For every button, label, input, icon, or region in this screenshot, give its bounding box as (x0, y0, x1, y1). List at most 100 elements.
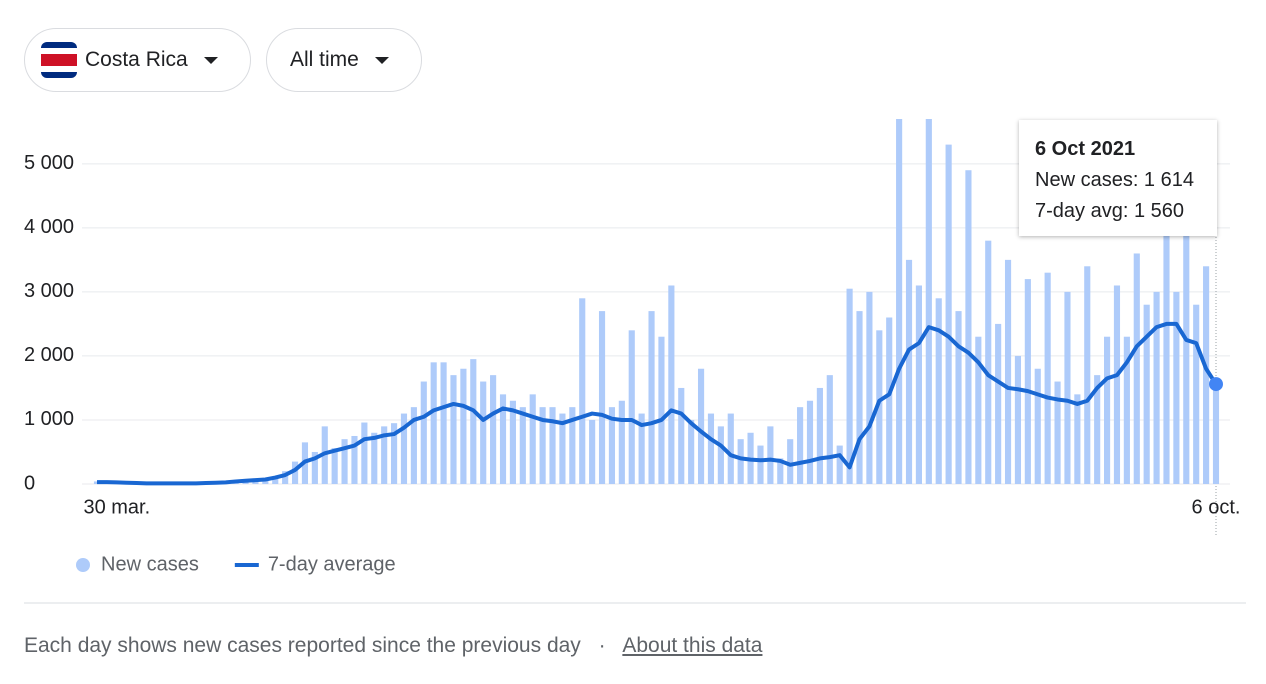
footer-note: Each day shows new cases reported since … (24, 634, 581, 657)
bar (519, 407, 526, 484)
average-line (97, 321, 1218, 486)
country-picker[interactable]: Costa Rica (24, 28, 251, 92)
bar (291, 461, 299, 484)
bar (965, 170, 972, 484)
legend-label: 7-day average (268, 553, 396, 575)
bar (272, 476, 279, 484)
bar (549, 407, 556, 484)
bar (787, 439, 794, 484)
bar (381, 426, 388, 484)
bar (866, 291, 873, 484)
y-tick-label: 5 000 (24, 152, 74, 174)
bar (678, 387, 685, 484)
bar (1064, 291, 1071, 484)
bar (1024, 279, 1031, 484)
bar (450, 375, 457, 484)
tooltip: 6 Oct 2021 New cases: 1 614 7-day avg: 1… (1019, 120, 1217, 236)
bar (836, 445, 843, 484)
bar (925, 119, 932, 484)
bar (282, 471, 289, 484)
bar (1203, 266, 1210, 484)
tooltip-line: New cases: 1 614 (1035, 169, 1194, 191)
bar (945, 144, 952, 485)
bar (400, 413, 408, 484)
bar (985, 240, 992, 484)
bar (797, 407, 804, 484)
bar (460, 368, 467, 484)
bar (1014, 355, 1022, 484)
bar (391, 423, 398, 484)
bar (1183, 202, 1190, 485)
bar (975, 336, 982, 484)
bar (1143, 304, 1150, 484)
bar (1123, 336, 1130, 484)
bar (757, 445, 764, 484)
footer: Each day shows new cases reported since … (24, 634, 762, 658)
bar (559, 413, 566, 484)
bar (1133, 253, 1140, 484)
bar (1212, 380, 1220, 484)
bar (341, 439, 348, 484)
period-picker[interactable]: All time (266, 28, 422, 92)
legend-swatch (76, 558, 90, 572)
bar (816, 387, 823, 484)
bar (737, 439, 744, 484)
bar (717, 426, 724, 484)
bar (915, 285, 922, 484)
bar (490, 375, 497, 484)
bar (896, 119, 903, 484)
bar (806, 400, 814, 484)
bar (1104, 336, 1111, 484)
bar (668, 285, 675, 484)
bar (1054, 381, 1061, 484)
bar (480, 381, 487, 484)
about-link[interactable]: About this data (622, 634, 763, 657)
bar (648, 311, 655, 484)
bar (470, 359, 477, 484)
bar (331, 448, 338, 484)
bar (955, 311, 962, 484)
bar (1153, 291, 1160, 484)
y-tick-label: 4 000 (24, 216, 74, 238)
y-tick-label: 1 000 (24, 408, 74, 430)
bar (499, 394, 507, 484)
bar (1113, 285, 1121, 484)
bar (905, 259, 913, 484)
bar (876, 330, 883, 484)
bar (995, 323, 1002, 484)
bar (529, 394, 536, 484)
bar (727, 413, 734, 484)
bar (618, 400, 625, 484)
x-tick-label: 6 oct. (1192, 496, 1241, 518)
bar (539, 407, 546, 484)
bar (420, 381, 427, 484)
flag (41, 42, 77, 78)
bar (361, 422, 368, 484)
bar (856, 311, 863, 484)
bar (697, 368, 705, 484)
y-tick-label: 2 000 (24, 344, 74, 366)
bar (1004, 259, 1012, 484)
bar (1074, 394, 1081, 484)
bar (846, 288, 853, 484)
bar (1044, 272, 1051, 484)
bar (777, 458, 784, 484)
period-label: All time (290, 48, 359, 71)
bar (628, 330, 635, 484)
x-tick-label: 30 mar. (83, 496, 150, 518)
bar (569, 407, 576, 484)
hover-dot (1209, 377, 1223, 392)
tooltip-title: 6 Oct 2021 (1035, 138, 1136, 160)
separator: · (598, 634, 606, 657)
bar (935, 298, 942, 484)
bar (1163, 234, 1170, 484)
bar (589, 419, 596, 484)
bar (351, 435, 358, 484)
y-tick-label: 3 000 (24, 280, 74, 302)
bar (311, 451, 318, 484)
bar (767, 426, 774, 484)
bar (1173, 291, 1180, 484)
bar (1193, 304, 1200, 484)
